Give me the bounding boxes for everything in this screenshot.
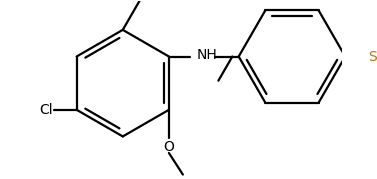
- Text: NH: NH: [197, 48, 218, 62]
- Text: S: S: [368, 50, 377, 64]
- Text: O: O: [164, 140, 174, 154]
- Text: Cl: Cl: [39, 103, 52, 117]
